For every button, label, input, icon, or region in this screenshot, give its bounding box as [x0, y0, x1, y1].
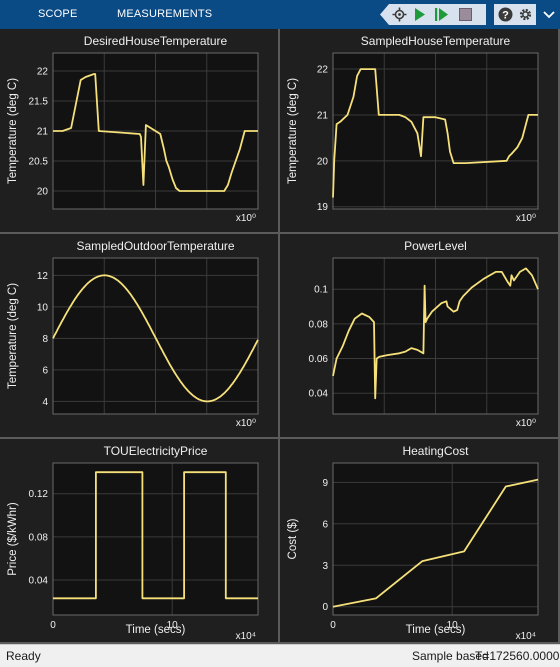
- plot-panel: 19 20 21 22 SampledHouseTemperature Temperatu…: [280, 29, 558, 232]
- plot-panel: 0 3 6 9 0 10 HeatingCost Cost ($) Time (secs) x10…: [280, 439, 558, 642]
- y-tick-label: 0.08: [309, 319, 329, 330]
- simulation-controls: [380, 4, 486, 25]
- x-axis-label: Time (secs): [126, 624, 186, 636]
- heating-cost-plot[interactable]: 0 3 6 9 0 10 HeatingCost Cost ($) Time (secs) x10…: [280, 439, 558, 642]
- y-axis-label: Price ($/kWhr): [7, 502, 19, 576]
- x-axis-label: Time (secs): [406, 624, 466, 636]
- tab-scope[interactable]: SCOPE: [38, 8, 78, 20]
- sampled-house-temperature-plot[interactable]: 19 20 21 22 SampledHouseTemperature Temperatu…: [280, 29, 558, 232]
- x-axis-exponent: x10⁴: [516, 631, 536, 642]
- plot-panel: 20 20.5 21 21.5 22 DesiredHouseTemperature Tem…: [0, 29, 278, 232]
- x-tick-label: 0: [50, 620, 56, 631]
- y-tick-label: 9: [322, 478, 328, 489]
- x-tick-label: 10: [167, 620, 179, 631]
- stop-icon[interactable]: [456, 5, 475, 24]
- y-tick-label: 8: [42, 334, 48, 345]
- x-axis-exponent: x10⁰: [236, 418, 256, 429]
- plot-panel: 0.04 0.06 0.08 0.1 PowerLevel x10⁰: [280, 234, 558, 437]
- chevron-down-icon[interactable]: [541, 4, 557, 25]
- plot-panel: 4 6 8 10 12 SampledOutdoorTemperature Temperat…: [0, 234, 278, 437]
- plot-border: [332, 462, 539, 616]
- y-tick-label: 20: [37, 187, 49, 198]
- plot-title: DesiredHouseTemperature: [84, 34, 228, 48]
- plot-title: HeatingCost: [402, 444, 469, 458]
- y-tick-label: 21.5: [29, 97, 49, 108]
- y-tick-label: 6: [322, 519, 328, 530]
- power-level-plot[interactable]: 0.04 0.06 0.08 0.1 PowerLevel x10⁰: [280, 234, 558, 437]
- y-axis-label: Temperature (deg C): [7, 283, 19, 389]
- scope-plot-grid: 20 20.5 21 21.5 22 DesiredHouseTemperature Tem…: [0, 29, 560, 644]
- svg-text:?: ?: [502, 10, 509, 22]
- status-bar: Ready Sample based T=172560.0000: [0, 644, 560, 667]
- y-tick-label: 21: [37, 127, 49, 138]
- y-axis-label: Temperature (deg C): [287, 78, 299, 184]
- status-ready-text: Ready: [6, 649, 41, 663]
- plot-border: [52, 462, 259, 616]
- y-tick-label: 4: [42, 397, 48, 408]
- plot-title: SampledHouseTemperature: [361, 34, 511, 48]
- x-tick-label: 10: [447, 620, 459, 631]
- status-mode-text: Sample based: [412, 649, 489, 663]
- y-tick-label: 12: [37, 271, 49, 282]
- help-controls: ?: [494, 4, 536, 25]
- y-tick-label: 20.5: [29, 157, 49, 168]
- desired-house-temperature-plot[interactable]: 20 20.5 21 21.5 22 DesiredHouseTemperature Tem…: [0, 29, 278, 232]
- run-icon[interactable]: [410, 5, 429, 24]
- x-axis-exponent: x10⁰: [516, 213, 536, 224]
- x-axis-exponent: x10⁰: [516, 418, 536, 429]
- y-tick-label: 0.04: [309, 389, 329, 400]
- series-line: [332, 267, 539, 400]
- series-line: [52, 274, 259, 403]
- y-tick-label: 21: [317, 110, 329, 121]
- y-tick-label: 3: [322, 561, 328, 572]
- step-forward-icon[interactable]: [432, 5, 451, 24]
- y-tick-label: 22: [37, 67, 49, 78]
- y-tick-label: 20: [317, 156, 329, 167]
- scope-toolbar: SCOPE MEASUREMENTS ?: [0, 0, 560, 29]
- plot-border: [332, 52, 539, 210]
- tou-electricity-price-plot[interactable]: 0.04 0.08 0.12 0 10 TOUElectricityPrice Price …: [0, 439, 278, 642]
- series-line: [53, 471, 258, 600]
- step-back-icon[interactable]: [390, 5, 409, 24]
- y-tick-label: 19: [317, 202, 329, 213]
- x-tick-label: 0: [330, 620, 336, 631]
- plot-border: [52, 257, 259, 415]
- sampled-outdoor-temperature-plot[interactable]: 4 6 8 10 12 SampledOutdoorTemperature Temperat…: [0, 234, 278, 437]
- plot-title: SampledOutdoorTemperature: [76, 239, 234, 253]
- plot-border: [332, 257, 539, 415]
- tab-measurements[interactable]: MEASUREMENTS: [117, 8, 213, 20]
- y-tick-label: 0.06: [309, 354, 329, 365]
- x-axis-exponent: x10⁰: [236, 213, 256, 224]
- plot-title: PowerLevel: [404, 239, 467, 253]
- plot-area: [53, 463, 258, 615]
- series-line: [332, 68, 538, 198]
- y-tick-label: 0.08: [29, 532, 49, 543]
- y-tick-label: 0: [322, 602, 328, 613]
- help-icon[interactable]: ?: [496, 5, 515, 24]
- y-tick-label: 0.04: [29, 575, 49, 586]
- y-axis-label: Temperature (deg C): [7, 78, 19, 184]
- plot-panel: 0.04 0.08 0.12 0 10 TOUElectricityPrice Price …: [0, 439, 278, 642]
- y-tick-label: 22: [317, 65, 329, 76]
- plot-title: TOUElectricityPrice: [104, 444, 208, 458]
- y-axis-label: Cost ($): [287, 518, 299, 559]
- settings-icon[interactable]: [516, 5, 535, 24]
- y-tick-label: 6: [42, 365, 48, 376]
- y-tick-label: 0.1: [314, 285, 328, 296]
- series-line: [53, 73, 258, 192]
- series-line: [332, 478, 539, 608]
- y-tick-label: 10: [37, 302, 49, 313]
- y-tick-label: 0.12: [29, 489, 49, 500]
- x-axis-exponent: x10⁴: [236, 631, 256, 642]
- status-time-text: T=172560.0000: [475, 649, 560, 663]
